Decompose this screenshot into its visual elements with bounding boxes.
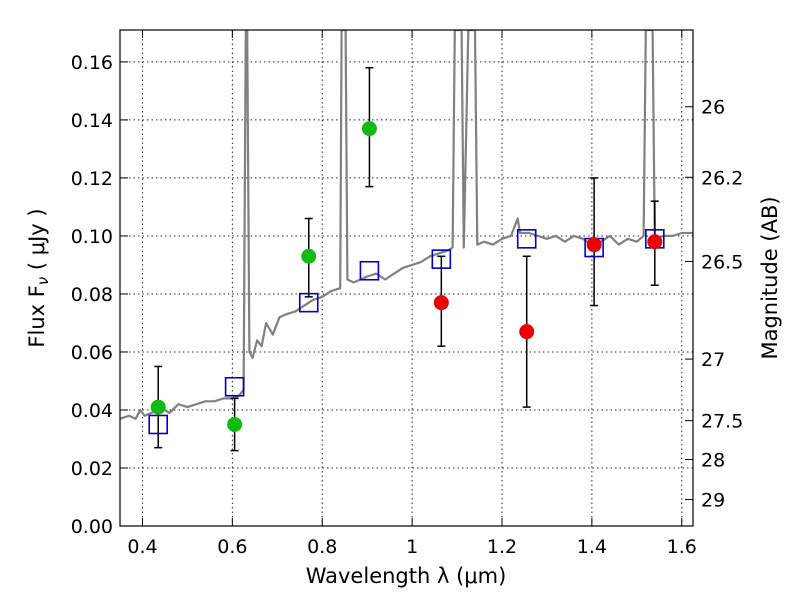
x-tick-label: 1.4: [577, 536, 607, 558]
grid-lines: [120, 30, 693, 527]
green-point: [150, 399, 166, 415]
model-square: [359, 260, 380, 281]
y-tick-label: 0.14: [71, 110, 113, 132]
y-axis-title: Flux Fν ( μJy ): [25, 208, 52, 347]
y-tick-label: 0.06: [71, 342, 113, 364]
axis-layer: 0.4 0.6 0.8 1 1.2 1.4 1.6 0.00 0.02 0.04 0.06 0.08 0…: [71, 30, 743, 558]
model-square: [431, 249, 452, 269]
y2-axis-title: Magnitude (AB): [758, 196, 782, 359]
y-tick-label: 0.10: [71, 226, 113, 248]
y2-tick-label: 29: [701, 490, 725, 512]
y-tick-label: 0.00: [71, 516, 113, 538]
errorbar-layer: [154, 66, 659, 452]
y-axis-title-sub: ν: [34, 277, 52, 285]
red-point: [586, 237, 602, 253]
green-point: [227, 416, 243, 432]
x-tick-label: 0.6: [217, 536, 247, 558]
y-tick-label: 0.16: [71, 52, 113, 74]
y2-tick-label: 27: [701, 349, 725, 371]
y2-tick-label: 26: [701, 97, 725, 119]
plot-frame: [119, 29, 694, 527]
x-axis-title: Wavelength λ (μm): [306, 564, 507, 588]
y-tick-label: 0.02: [71, 458, 113, 480]
y2-tick-label: 27.5: [701, 411, 743, 433]
y2-tick-label: 28: [701, 450, 725, 472]
model-square: [148, 414, 168, 435]
photometry-points-layer: [150, 121, 663, 432]
y-tick-label: 0.04: [71, 400, 113, 422]
x-tick-label: 0.4: [127, 536, 157, 558]
green-point: [301, 248, 317, 264]
y2-tick-label: 26.5: [701, 251, 743, 273]
red-point: [433, 295, 449, 311]
red-point: [647, 234, 663, 250]
red-point: [519, 324, 535, 340]
y2-tick-label: 26.2: [701, 167, 743, 189]
spectrum-line: [120, 30, 693, 420]
model-square: [298, 292, 319, 313]
model-points-layer: [148, 229, 665, 435]
x-tick-label: 0.8: [307, 536, 337, 558]
spectrum-layer: [120, 30, 693, 420]
y-axis-title-main: Flux F: [25, 285, 49, 347]
y-tick-label: 0.08: [71, 284, 113, 306]
x-tick-label: 1.2: [487, 536, 517, 558]
y-tick-label: 0.12: [71, 168, 113, 190]
x-tick-label: 1.6: [667, 536, 697, 558]
y-axis-title-unit: ( μJy ): [25, 208, 49, 276]
x-tick-label: 1: [406, 536, 418, 558]
model-square: [516, 229, 537, 249]
model-square: [224, 376, 245, 397]
green-point: [361, 121, 377, 137]
